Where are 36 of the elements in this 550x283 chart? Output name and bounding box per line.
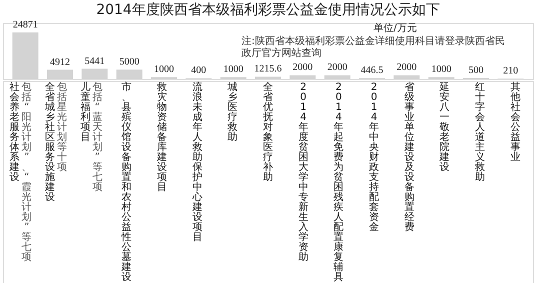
category-label: 2014年起免费为贫困残疾人配置康复辅具 [334,82,344,283]
chart-title: 2014年度陕西省本级福利彩票公益金使用情况公示如下 [96,2,440,18]
x-tick-label: 儿童福利项目 [80,81,90,143]
text: 包括星光计划等十项 [57,82,68,173]
category-label: 红十字会人道主义救助 [475,82,485,183]
data-label: 2000 [327,62,348,74]
data-label: 400 [191,65,206,76]
data-label: 24871 [12,19,38,30]
text: 包括“蓝天计划”等七项 [92,82,102,193]
category-label: 省级事业单位建设及设备购置经费 [404,82,414,233]
category-label: 2014年度贫困大学中专新生入学资助 [298,82,308,263]
category-label: 全省城乡社区服务设施建设 [44,82,55,203]
y-axis-title: 单位/万元 [374,22,417,34]
category-label: 流浪未成年人救助保护中心建设项目 [192,82,202,243]
text: 包括“阳光计划”、“霞光计划”等七项 [22,82,32,263]
category-label: 社会养老服务体系建设 [10,82,20,183]
category-label: 全省优抚对象医疗补助 [263,82,273,183]
data-label: 1000 [223,64,244,76]
category-label: 救灾物资储备库建设项目 [157,82,167,193]
data-label: 5000 [119,56,140,68]
data-label: 1000 [431,64,452,76]
data-label: 2000 [292,62,313,74]
data-label: 500 [468,65,484,76]
data-label: 5441 [84,56,105,67]
data-label: 1000 [154,64,174,76]
category-label: 延安八一敬老院建设 [440,82,450,173]
data-label: 1215.6 [254,64,282,75]
x-tick-label: 其他社会公益事业 [510,81,520,163]
data-label: 210 [503,66,518,77]
category-label: 2014年中央财政支持配套资金 [369,82,379,233]
data-label: 2000 [396,62,417,74]
data-label: 446.5 [360,65,384,76]
x-tick-label: 城乡医疗救助 [226,81,238,143]
annotation: 注:陕西省本级福利彩票公益金详细使用科目请登录陕西省民政厅官方网站查询 [242,35,505,59]
data-label: 4912 [50,56,70,68]
category-label: 市、县殡仪馆设备购置和农村公益性公墓建设 [122,82,132,283]
